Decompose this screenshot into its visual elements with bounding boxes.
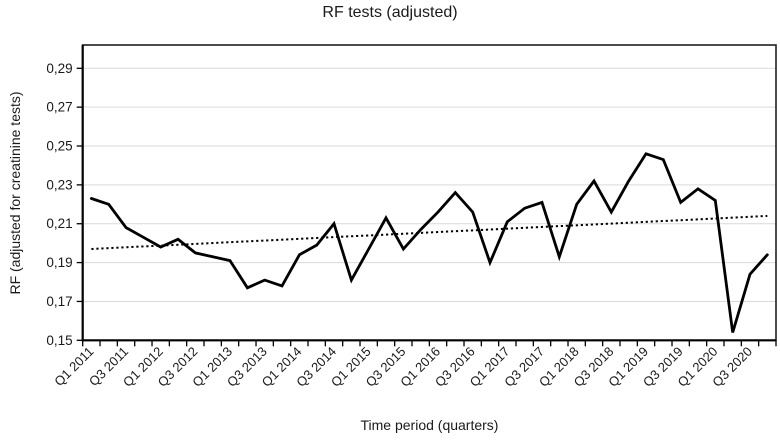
y-tick-label: 0,27 xyxy=(46,100,72,115)
y-tick-label: 0,17 xyxy=(46,294,72,309)
y-axis-title: RF (adjusted for creatinine tests) xyxy=(7,91,23,295)
y-tick-label: 0,23 xyxy=(46,177,72,192)
y-tick-label: 0,19 xyxy=(46,255,72,270)
plot-border xyxy=(81,44,777,342)
x-axis-title: Time period (quarters) xyxy=(360,417,499,433)
y-tick-label: 0,25 xyxy=(46,139,72,154)
y-tick-label: 0,29 xyxy=(46,61,72,76)
data-line xyxy=(90,152,769,333)
y-tick-label: 0,15 xyxy=(46,333,72,348)
chart-title: RF tests (adjusted) xyxy=(322,4,458,21)
y-tick-label: 0,21 xyxy=(46,216,72,231)
